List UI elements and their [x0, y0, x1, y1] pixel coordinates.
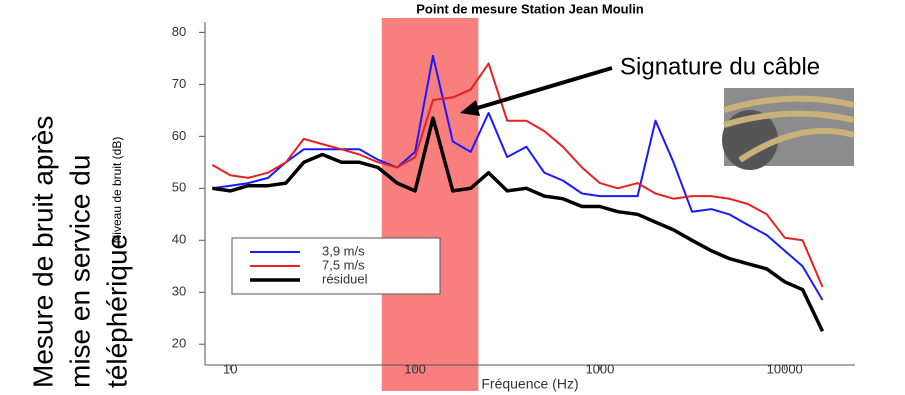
annotation-arrow	[474, 68, 612, 109]
y-tick-label: 30	[172, 284, 186, 299]
legend-label: 7,5 m/s	[322, 257, 365, 272]
y-tick-label: 70	[172, 76, 186, 91]
side-text: téléphérique	[101, 234, 132, 388]
x-axis-label: Fréquence (Hz)	[481, 376, 578, 392]
y-tick-label: 60	[172, 128, 186, 143]
y-tick-label: 20	[172, 336, 186, 351]
legend-label: 3,9 m/s	[322, 243, 365, 258]
y-tick-label: 50	[172, 180, 186, 195]
cable-photo	[722, 88, 854, 170]
side-text: Mesure de bruit après	[27, 116, 58, 388]
annotation: Signature du câble	[620, 53, 820, 80]
x-tick-label: 100	[404, 361, 426, 376]
x-tick-label: 1000	[585, 361, 614, 376]
chart: Point de mesure Station Jean Moulin Fréq…	[0, 0, 905, 395]
y-axis-label: Niveau de bruit (dB)	[110, 137, 124, 244]
y-tick-label: 40	[172, 232, 186, 247]
x-tick-label: 10	[223, 361, 237, 376]
legend-label: résiduel	[322, 271, 368, 286]
x-tick-label: 10000	[767, 361, 803, 376]
chart-title: Point de mesure Station Jean Moulin	[416, 1, 644, 16]
side-text: mise en service du	[64, 155, 95, 388]
y-tick-label: 80	[172, 24, 186, 39]
